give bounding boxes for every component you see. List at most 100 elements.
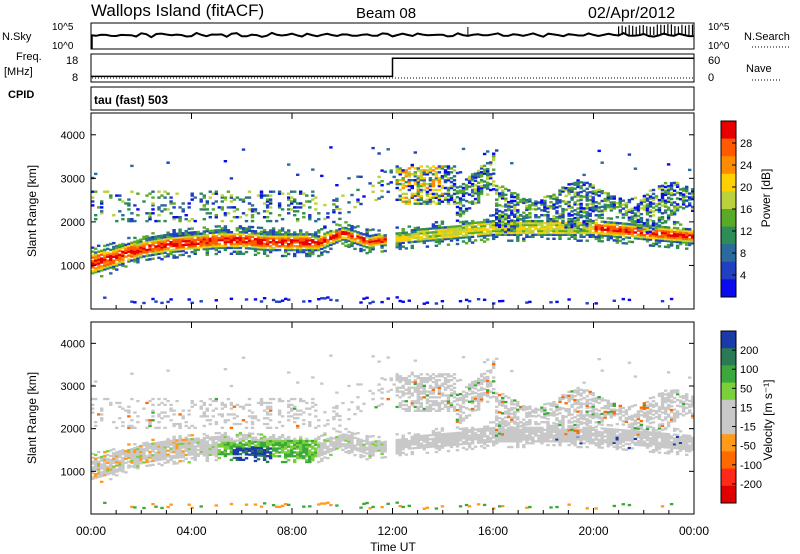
power-cell	[335, 207, 339, 210]
velocity-cell	[323, 450, 327, 453]
velocity-cell	[148, 399, 152, 403]
power-cell	[280, 218, 285, 221]
velocity-cell	[100, 457, 104, 460]
velocity-cell	[425, 390, 430, 393]
power-cell	[311, 198, 315, 201]
power-cell	[401, 235, 405, 239]
power-cell	[299, 233, 303, 236]
velocity-cell	[166, 445, 170, 448]
power-cell	[651, 192, 656, 196]
power-cell	[437, 179, 442, 182]
velocity-cell	[440, 382, 445, 386]
power-cell	[208, 190, 212, 193]
power-cell	[437, 180, 442, 184]
power-cell	[256, 248, 261, 251]
power-cell	[145, 212, 149, 215]
velocity-cell	[332, 410, 336, 413]
power-cell	[341, 242, 345, 245]
power-cell	[452, 229, 457, 232]
velocity-cell	[211, 443, 215, 447]
power-cell	[214, 252, 218, 256]
power-cell	[464, 242, 469, 245]
power-cell	[250, 247, 255, 250]
power-cell	[383, 236, 387, 239]
velocity-cell	[157, 397, 161, 401]
velocity-cell	[338, 440, 342, 443]
power-cell	[127, 260, 131, 263]
velocity-cell	[178, 438, 182, 442]
power-cell	[564, 226, 568, 229]
power-cell	[467, 193, 472, 196]
power-cell	[262, 216, 267, 219]
velocity-cell	[139, 450, 143, 453]
power-cell	[398, 179, 402, 182]
power-cell	[437, 240, 442, 243]
power-cell	[642, 196, 647, 200]
power-cell	[190, 218, 194, 221]
velocity-cell	[440, 435, 445, 438]
velocity-cell	[329, 453, 333, 457]
power-cell	[678, 239, 683, 242]
velocity-cell	[196, 448, 200, 452]
velocity-cell	[256, 448, 261, 451]
velocity-cell	[386, 502, 390, 505]
velocity-cell	[235, 435, 240, 438]
power-cell	[591, 233, 595, 236]
velocity-cell	[446, 409, 451, 412]
velocity-cell	[280, 434, 285, 437]
velocity-cell	[280, 415, 285, 418]
velocity-cell	[446, 379, 451, 382]
power-cell	[202, 230, 206, 233]
power-cell	[498, 216, 502, 219]
velocity-cell	[118, 463, 122, 466]
velocity-cell	[299, 447, 303, 450]
power-cell	[458, 300, 463, 303]
power-cell	[250, 229, 255, 233]
power-cell	[443, 186, 448, 190]
power-cell	[594, 223, 598, 227]
power-cell	[434, 171, 439, 174]
velocity-cell	[293, 439, 297, 443]
velocity-cell	[431, 432, 436, 435]
velocity-cell	[302, 455, 306, 458]
power-cell	[600, 213, 604, 216]
velocity-cell	[154, 457, 158, 460]
power-cell	[681, 199, 686, 202]
power-cell	[552, 219, 556, 223]
power-cell	[579, 185, 583, 188]
velocity-cell	[344, 447, 348, 450]
power-cell	[579, 239, 583, 242]
velocity-cell	[302, 451, 306, 454]
power-cell	[259, 190, 264, 193]
power-cell	[534, 202, 538, 205]
velocity-cell	[371, 442, 375, 445]
power-cell	[516, 219, 520, 222]
power-cell	[579, 198, 583, 202]
velocity-cell	[365, 452, 369, 455]
power-cell	[555, 206, 559, 209]
power-cell	[118, 198, 122, 201]
velocity-cell	[320, 448, 324, 451]
power-cell	[440, 240, 445, 243]
power-cell	[229, 297, 234, 300]
power-cell	[501, 193, 505, 196]
power-cell	[663, 185, 668, 189]
velocity-cell	[290, 407, 294, 410]
power-cell	[633, 167, 638, 170]
power-cell	[612, 205, 616, 208]
velocity-cell	[419, 382, 423, 386]
velocity-cell	[118, 469, 122, 472]
power-cell	[124, 249, 128, 252]
power-cell	[91, 262, 95, 265]
power-cell	[501, 233, 505, 236]
power-cell	[293, 235, 297, 238]
velocity-cell	[425, 444, 430, 447]
velocity-cell	[94, 469, 98, 472]
power-cell	[308, 218, 312, 221]
power-cell	[534, 204, 538, 207]
velocity-cell	[371, 448, 375, 451]
power-cell	[446, 177, 451, 180]
velocity-cell	[329, 440, 333, 443]
power-cell	[365, 240, 369, 243]
velocity-cell	[395, 388, 399, 391]
